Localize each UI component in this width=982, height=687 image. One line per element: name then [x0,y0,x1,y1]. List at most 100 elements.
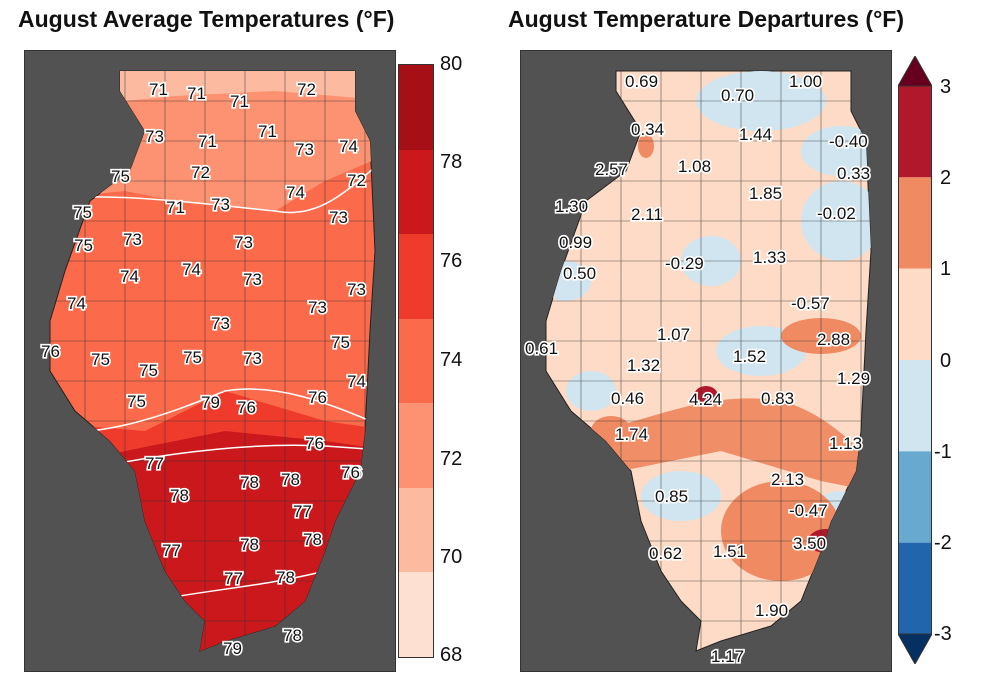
right-colorbar-tick: 0 [940,350,952,372]
station-value: 0.62 [649,544,682,563]
station-value: 0.99 [559,233,592,252]
station-value: 78 [283,626,302,645]
station-value: 72 [191,163,210,182]
station-value: 71 [230,92,249,111]
station-value: 73 [145,127,164,146]
station-value: 79 [223,639,242,658]
station-value: -0.57 [791,294,830,313]
left-colorbar-tick: 78 [440,151,463,173]
colorbar-segment [898,86,932,178]
station-value: 0.50 [563,264,596,283]
station-value: -0.47 [789,501,828,520]
colorbar-segment [399,487,433,573]
right-station-values: 0.69 1.00 0.70 0.34 1.44 -0.40 2.57 1.08… [523,70,871,667]
station-value: 73 [211,314,230,333]
station-value: 73 [243,270,262,289]
station-value: 73 [234,233,253,252]
station-value: 1.33 [753,248,786,267]
colorbar-segment [399,318,433,404]
station-value: 2.88 [817,330,850,349]
station-value: 77 [224,569,243,588]
left-colorbar [398,64,434,658]
station-value: 74 [286,183,305,202]
left-colorbar-tick: 70 [440,546,463,568]
station-value: 76 [341,463,360,482]
left-map-title: August Average Temperatures (°F) [18,6,395,32]
station-value: 75 [183,348,202,367]
station-value: 75 [331,333,350,352]
station-value: 1.51 [713,542,746,561]
station-value: 73 [329,208,348,227]
colorbar-upper-extension [898,56,932,87]
station-value: 2.11 [631,205,663,224]
station-value: 1.74 [615,425,648,444]
station-value: 1.00 [789,72,822,91]
colorbar-segment [399,65,433,150]
station-value: 76 [305,434,324,453]
station-value: 1.07 [657,325,690,344]
station-value: 0.61 [525,339,558,358]
station-value: 73 [123,230,142,249]
station-value: 74 [339,137,358,156]
station-value: 76 [237,398,256,417]
station-value: 0.70 [721,86,754,105]
station-value: 71 [166,198,185,217]
station-value: 75 [111,167,130,186]
station-value: 76 [308,388,327,407]
left-colorbar-tick: 68 [440,644,463,666]
right-colorbar-tick: 2 [940,167,952,189]
colorbar-segment [399,572,433,658]
station-value: 75 [74,236,93,255]
station-value: 78 [240,535,259,554]
station-value: 75 [91,350,110,369]
station-value: 1.30 [555,197,588,216]
station-value: 74 [182,260,201,279]
colorbar-segment [898,451,932,543]
right-colorbar-tick: 3 [940,76,952,98]
station-value: 0.46 [611,389,644,408]
colorbar-segment [898,360,932,452]
station-value: 73 [308,298,327,317]
station-value: 73 [295,140,314,159]
station-value: 2.13 [771,470,804,489]
station-value: 1.32 [627,356,660,375]
station-value: -0.29 [665,254,704,273]
station-value: 72 [297,80,316,99]
station-value: 78 [281,470,300,489]
station-value: -0.02 [817,204,856,223]
left-colorbar-tick: 72 [440,448,463,470]
station-value: 1.13 [829,434,862,453]
station-value: 1.08 [678,157,711,176]
station-value: 75 [127,392,146,411]
station-value: 77 [162,541,181,560]
station-value: 79 [201,393,220,412]
station-value: 2.57 [595,160,628,179]
right-colorbar-tick: -1 [934,441,952,463]
station-value: 76 [41,342,60,361]
colorbar-segment [399,234,433,319]
station-value: 72 [347,171,366,190]
station-value: 1.52 [733,347,766,366]
station-value: 74 [120,267,139,286]
colorbar-segment [898,177,932,269]
right-colorbar-tick: -2 [934,532,952,554]
station-value: 73 [211,195,230,214]
station-value: 78 [170,486,189,505]
station-value: 71 [198,132,217,151]
station-value: 71 [187,84,206,103]
station-value: 0.33 [837,164,870,183]
left-temperature-map: 71 71 71 72 73 71 71 73 74 75 72 72 75 7… [24,50,396,672]
station-value: 73 [347,280,366,299]
station-value: 1.44 [739,125,772,144]
station-value: 77 [145,454,164,473]
station-value: 0.69 [625,72,658,91]
left-colorbar-tick: 80 [440,53,463,75]
station-value: 77 [293,502,312,521]
station-value: 73 [243,349,262,368]
right-colorbar-tick: 1 [940,258,952,280]
right-map-title: August Temperature Departures (°F) [508,6,904,32]
station-value: 0.34 [631,120,664,139]
colorbar-lower-extension [898,633,932,664]
colorbar-segment [898,268,932,360]
station-value: 4.24 [689,390,722,409]
